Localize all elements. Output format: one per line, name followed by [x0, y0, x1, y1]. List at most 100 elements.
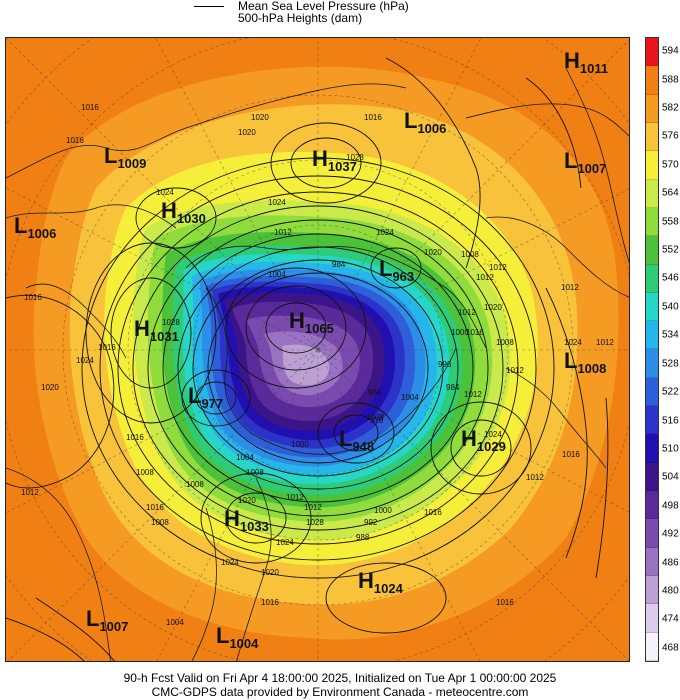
colorbar-swatch — [646, 491, 658, 520]
colorbar-swatch — [646, 462, 658, 491]
isobar-value-label: 1004 — [166, 618, 184, 627]
colorbar-tick: 558 — [662, 216, 679, 228]
isobar-value-label: 1000 — [291, 440, 309, 449]
low-pressure-center: L1006 — [404, 108, 446, 136]
colorbar-tick: 486 — [662, 557, 679, 569]
pressure-center-letter: H — [461, 426, 477, 451]
colorbar-tick: 474 — [662, 613, 679, 625]
colorbar-tick: 576 — [662, 130, 679, 142]
isobar-value-label: 1008 — [366, 413, 384, 422]
colorbar-tick: 510 — [662, 443, 679, 455]
high-pressure-center: H1065 — [289, 308, 334, 336]
isobars — [6, 57, 609, 661]
low-pressure-center: L1004 — [216, 623, 258, 651]
isobar-value-label: 976 — [370, 416, 384, 425]
isobar-value-label: 1016 — [126, 433, 144, 442]
high-pressure-center: H1030 — [161, 198, 206, 226]
colorbar-swatch — [646, 632, 658, 661]
isobar-value-label: 1024 — [76, 356, 94, 365]
pressure-center-value: 1033 — [239, 519, 269, 534]
isobar-value-label: 1024 — [276, 538, 294, 547]
isobar-value-label: 1008 — [246, 468, 264, 477]
isobar-value-label: 1024 — [484, 430, 502, 439]
pressure-center-value: 1006 — [27, 226, 57, 241]
isobar-value-label: 1008 — [151, 518, 169, 527]
forecast-map: H1011 L1006 L1009 H1037 L1007 H1030 L1006 L963 H… — [5, 37, 630, 662]
pressure-center-value: 1030 — [176, 211, 206, 226]
isobar-value-label: 1016 — [24, 293, 42, 302]
isobar-value-label: 1016 — [424, 508, 442, 517]
pressure-center-letter: H — [224, 506, 240, 531]
colorbar-swatch — [646, 321, 658, 350]
colorbar-swatch — [646, 547, 658, 576]
isobar-value-label: 984 — [332, 260, 346, 269]
pressure-center-value: 1007 — [577, 161, 607, 176]
isobar-value-label: 1020 — [41, 383, 59, 392]
map-graphics — [6, 38, 629, 661]
isobar-value-label: 1008 — [496, 338, 514, 347]
isobar-value-label: 992 — [364, 518, 378, 527]
isobar-value-label: 984 — [446, 383, 460, 392]
isobar-value-label: 1008 — [136, 468, 154, 477]
pressure-center-value: 1007 — [99, 619, 129, 634]
colorbar-swatch — [646, 575, 658, 605]
low-pressure-center: L1008 — [564, 348, 606, 376]
pressure-center-letter: H — [564, 48, 580, 73]
isobar-value-label: 1028 — [162, 318, 180, 327]
isobar-value-label: 1024 — [268, 198, 286, 207]
pressure-center-value: 1011 — [579, 61, 609, 76]
isobar-value-label: 1004 — [236, 453, 254, 462]
colorbar-tick: 594 — [662, 45, 679, 57]
pressure-center-letter: L — [379, 256, 393, 281]
low-pressure-center: L948 — [339, 426, 374, 454]
isobar-value-label: 1012 — [304, 503, 322, 512]
isobar-value-label: 1012 — [561, 283, 579, 292]
isobar-value-label: 1008 — [186, 480, 204, 489]
colorbar-tick: 588 — [662, 74, 679, 86]
low-pressure-center: L1009 — [104, 143, 146, 171]
pressure-center-value: 1065 — [304, 321, 334, 336]
isobar-value-label: 1008 — [461, 250, 479, 259]
colorbar-tick: 540 — [662, 301, 679, 313]
isobar-value-label: 988 — [356, 533, 370, 542]
colorbar-tick: 564 — [662, 187, 679, 199]
isobar-value-label: 1012 — [476, 273, 494, 282]
isobar-value-label: 1016 — [496, 598, 514, 607]
low-pressure-center: L1007 — [86, 606, 128, 634]
map-legend: Mean Sea Level Pressure (hPa) 500-hPa He… — [190, 0, 510, 30]
high-pressure-center: H1033 — [224, 506, 269, 534]
pressure-center-letter: L — [86, 606, 100, 631]
colorbar-swatch — [646, 207, 658, 237]
isobar-value-label: 1000 — [374, 506, 392, 515]
isobar-value-label: 1028 — [346, 153, 364, 162]
colorbar-swatch — [646, 406, 658, 435]
pressure-center-letter: H — [289, 308, 305, 333]
pressure-center-letter: L — [14, 213, 28, 238]
legend-heights-label: 500-hPa Heights (dam) — [238, 11, 363, 25]
colorbar-tick: 582 — [662, 102, 679, 114]
legend-isobar-label: Mean Sea Level Pressure (hPa) — [238, 0, 409, 13]
pressure-center-value: 1031 — [149, 329, 179, 344]
isobar-value-label: 1020 — [238, 496, 256, 505]
forecast-valid-caption: 90-h Fcst Valid on Fri Apr 4 18:00:00 20… — [123, 671, 557, 685]
isobar-value-label: 1024 — [221, 558, 239, 567]
pressure-center-letter: H — [358, 568, 374, 593]
isobar-value-label: 1000 — [451, 328, 469, 337]
colorbar-tick-labels: 594 588 582 576 570 564 558 552 546 540 534 528 522 5… — [660, 37, 680, 662]
pressure-center-value: 963 — [392, 269, 415, 284]
high-pressure-center: H1031 — [134, 316, 179, 344]
data-credit-caption: CMC-GDPS data provided by Environment Ca… — [151, 685, 529, 699]
isobar-value-label: 1020 — [238, 128, 256, 137]
pressure-center-value: 1004 — [229, 636, 259, 651]
pressure-center-value: 1006 — [417, 121, 447, 136]
colorbar-swatch — [646, 94, 658, 123]
colorbar-swatch — [646, 604, 658, 633]
colorbar-swatch — [646, 38, 658, 67]
pressure-center-value: 1008 — [577, 361, 607, 376]
isobar-value-label: 1012 — [506, 366, 524, 375]
isobar-value-label: 1012 — [21, 488, 39, 497]
low-pressure-center: L1006 — [14, 213, 56, 241]
height-colorbar — [645, 37, 659, 662]
colorbar-swatch — [646, 349, 658, 378]
isobar-value-label: 1020 — [484, 303, 502, 312]
